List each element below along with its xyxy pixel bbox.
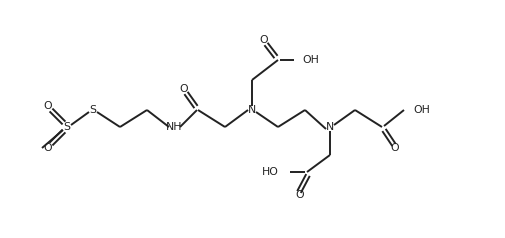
Text: O: O xyxy=(390,143,398,153)
Text: OH: OH xyxy=(412,105,429,115)
Text: O: O xyxy=(259,35,268,45)
Text: HO: HO xyxy=(262,167,278,177)
Text: OH: OH xyxy=(301,55,318,65)
Text: NH: NH xyxy=(166,122,182,132)
Text: S: S xyxy=(89,105,96,115)
Text: O: O xyxy=(43,143,52,153)
Text: N: N xyxy=(325,122,333,132)
Text: S: S xyxy=(63,122,70,132)
Text: O: O xyxy=(295,190,304,200)
Text: O: O xyxy=(43,101,52,111)
Text: N: N xyxy=(247,105,256,115)
Text: O: O xyxy=(179,84,188,94)
